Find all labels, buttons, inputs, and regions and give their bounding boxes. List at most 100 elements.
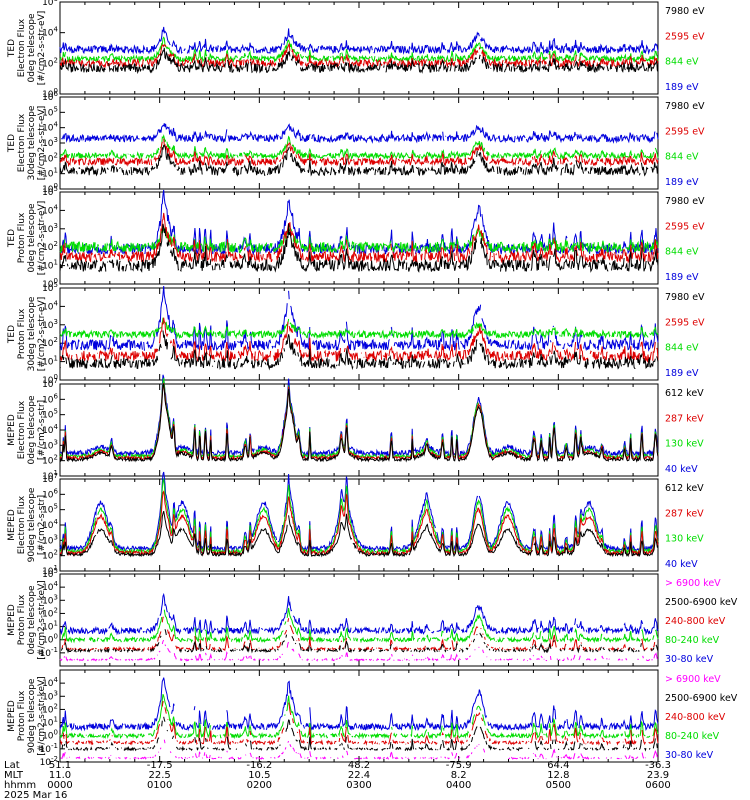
panel-4: 100 101 102 103 104 105 TEDProton Flux30deg te… [7,281,705,386]
legend-entry: 7980 eV [665,6,705,17]
x-tick-label: 12.8 [547,770,569,781]
ytick-label: 102 [42,151,58,164]
x-tick-label: -75.9 [446,760,472,771]
x-tick-label: -36.3 [645,760,671,771]
ytick-label: 102 [42,240,58,253]
ytick-label: 101 [42,620,58,633]
ytick-label: 106 [42,487,58,500]
series-trace [59,701,659,746]
legend-entry: 287 keV [665,413,704,424]
series-trace [60,317,659,363]
ytick-label: 106 [42,90,58,103]
x-tick-label: 0400 [446,780,471,791]
legend-entry: 80-240 keV [665,635,720,646]
ytick-label: 102 [42,702,58,715]
ytick-label: 103 [42,593,58,606]
ytick-label: 105 [42,503,58,516]
panel-6: 101 102 103 104 105 106 107 MEPEDElectron Flux9… [7,471,704,577]
ytick-label: 102 [42,56,58,69]
legend-entry: 844 eV [665,247,699,258]
panel-1: 100 102 104 106 TEDElectron Flux0deg telesco… [7,0,705,100]
series-trace [60,629,659,654]
ytick-label: 105 [42,281,58,294]
x-tick-label: 64.4 [547,760,569,771]
ytick-label: 106 [42,392,58,405]
legend-entry: 40 keV [665,464,698,475]
ytick-label: 104 [42,580,58,593]
panel-ylabel: TEDProton Flux30deg telescope[#/cm2-s-st… [7,296,47,371]
ytick-label: 10-2 [40,755,58,768]
panel-ylabel: MEPEDProton Flux0deg telescope[#/cm2-s-s… [7,580,47,659]
series-trace [59,285,659,352]
legend-entry: 130 keV [665,534,704,545]
x-tick-label: 0100 [147,780,172,791]
series-trace [61,716,658,752]
x-tick-label: 48.2 [348,760,370,771]
panel-ylabel: MEPEDProton Flux90deg telescope[#/cm2-s-… [7,676,47,755]
legend-entry: 7980 eV [665,196,705,207]
ytick-label: 103 [42,222,58,235]
x-tick-label: 8.2 [451,770,467,781]
ytick-label: 100 [42,373,58,386]
x-tick-label: -17.5 [147,760,173,771]
x-tick-label: 0200 [247,780,272,791]
ytick-label: 104 [42,676,58,689]
ytick-label: 101 [42,716,58,729]
ytick-label: 105 [42,408,58,421]
ytick-label: 104 [42,518,58,531]
series-trace [59,144,659,177]
ytick-label: 102 [42,606,58,619]
legend-entry: 287 keV [665,508,704,519]
ytick-label: 103 [42,533,58,546]
panel-3: 100 101 102 103 104 105 TEDProton Flux0deg tel… [7,185,705,290]
ytick-label: 101 [42,355,58,368]
series-trace [62,617,658,650]
legend-entry: > 6900 keV [665,578,721,589]
legend-entry: 844 eV [665,343,699,354]
x-tick-label: 22.5 [149,770,171,781]
x-tick-label: 23.9 [647,770,669,781]
panel-ylabel: TEDElectron Flux30deg telescope[#/cm2-s-… [7,105,47,180]
ytick-label: 104 [42,299,58,312]
series-trace [59,36,659,64]
panel-ylabel: MEPEDElectron Flux0deg telescope[#/cm2-s… [7,395,47,465]
ytick-label: 107 [42,377,58,390]
x-row-label: hhmm [4,780,36,791]
series-trace [59,223,659,273]
ytick-label: 101 [42,167,58,180]
x-row-label: Lat [4,760,20,771]
series-trace [59,47,659,75]
panel-ylabel: TEDProton Flux0deg telescope[#/cm2-s-str… [7,201,47,276]
series-trace [59,592,659,636]
series-trace [60,374,659,458]
ytick-label: 105 [42,567,58,580]
legend-entry: 189 eV [665,82,699,93]
panel-ylabel: MEPEDElectron Flux90deg telescope[#/cm2-… [7,487,47,562]
ytick-label: 104 [42,423,58,436]
legend-entry: 844 eV [665,57,699,68]
legend-entry: 7980 eV [665,292,705,303]
series-trace [60,739,658,761]
ytick-label: 107 [42,472,58,485]
panel-5: 101 102 103 104 105 106 107 MEPEDElectron Flux0… [7,374,704,482]
legend-entry: 612 keV [665,388,704,399]
ytick-label: 103 [42,318,58,331]
ytick-label: 100 [42,633,58,646]
legend-entry: 189 eV [665,177,699,188]
x-tick-label: -16.2 [246,760,272,771]
legend-entry: 30-80 keV [665,750,714,761]
series-trace [59,330,659,371]
series-trace [59,224,659,255]
series-trace [59,694,659,740]
series-trace [59,43,659,69]
series-trace [59,212,659,264]
panel-frame [59,478,659,572]
ytick-label: 104 [42,203,58,216]
ytick-label: 105 [42,105,58,118]
ytick-label: 100 [42,182,58,195]
legend-entry: 80-240 keV [665,731,720,742]
ytick-label: 102 [42,336,58,349]
ytick-label: 104 [42,121,58,134]
ytick-label: 100 [42,729,58,742]
